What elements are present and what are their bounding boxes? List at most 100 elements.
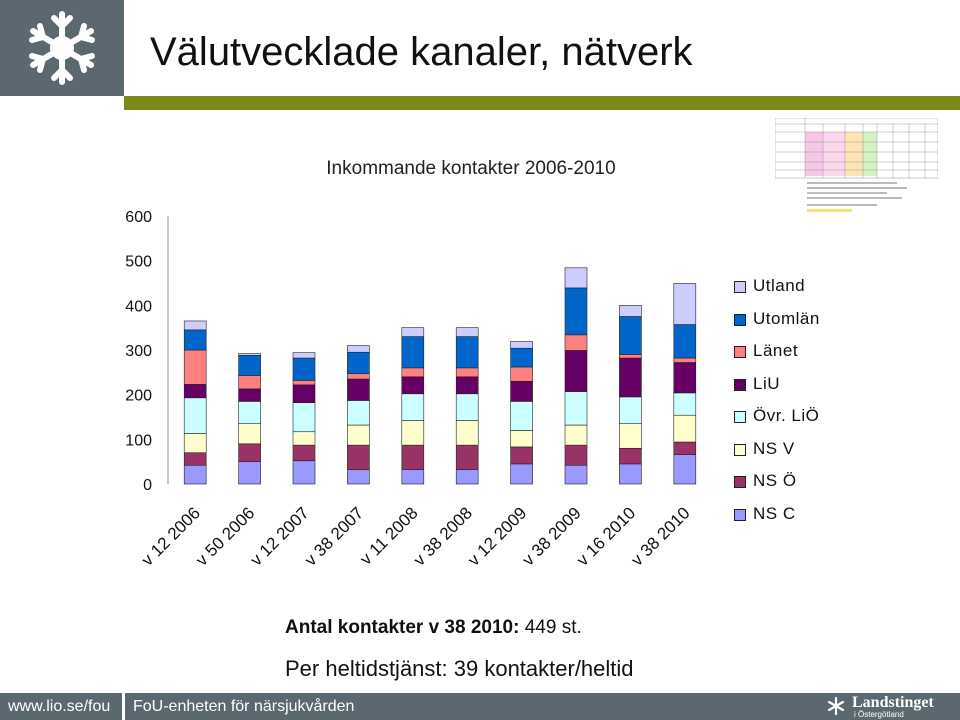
bar-segment: [564, 287, 588, 336]
bar-segment: [292, 402, 316, 433]
bar-segment: [619, 316, 642, 355]
legend-swatch: [734, 508, 746, 521]
bar-segment: [510, 347, 533, 368]
bar-segment: [673, 283, 697, 325]
footer-url-link[interactable]: www.lio.se/fou: [8, 698, 111, 715]
bar-segment: [292, 357, 316, 381]
y-tick-label: 100: [125, 432, 152, 449]
legend-swatch: [734, 411, 746, 423]
legend-label: LiU: [753, 373, 781, 393]
bar-segment: [510, 366, 533, 382]
bar-segment: [292, 352, 316, 359]
bar-segment: [347, 424, 370, 446]
x-tick-label: v 12 2007: [247, 503, 313, 569]
x-tick-label: v 38 2008: [410, 503, 476, 569]
legend-swatch: [734, 443, 746, 456]
legend-label: Utomlän: [753, 308, 820, 328]
bar-segment: [510, 430, 533, 448]
legend-swatch: [734, 313, 746, 326]
legend-swatch: [734, 378, 746, 391]
bar-segment: [292, 384, 316, 404]
bar-segment: [455, 469, 479, 485]
bar-segment: [238, 423, 261, 445]
bar-segment: [238, 375, 261, 390]
bar-segment: [183, 320, 207, 331]
y-tick-label: 600: [125, 209, 152, 226]
bar-segment: [455, 444, 479, 471]
legend-swatch: [734, 281, 746, 293]
per-fte-note: Per heltidstjänst: 39 kontakter/heltid: [285, 656, 634, 681]
legend-item: Utomlän: [734, 309, 844, 342]
snowflake-icon: [29, 11, 95, 85]
legend-item: LiU: [734, 374, 844, 407]
stacked-bar-chart: Inkommande kontakter 2006-2010 0 100 200 30…: [125, 158, 697, 570]
legend-item: Övr. LiÖ: [734, 406, 844, 439]
total-contacts-value: 449 st.: [524, 617, 582, 638]
bar-segment: [183, 384, 207, 399]
bar-segment: [673, 392, 697, 416]
bar-segment: [455, 393, 479, 421]
bar-segment: [510, 341, 533, 349]
legend-label: NS V: [753, 438, 795, 458]
bar-segment: [238, 388, 261, 402]
bar-segment: [401, 444, 425, 471]
legend-label: NS C: [753, 503, 796, 523]
y-tick-label: 300: [125, 343, 152, 360]
x-tick-label: v 38 2009: [519, 503, 585, 569]
total-contacts-label: Antal kontakter v 38 2010:: [285, 617, 520, 638]
bar-segment: [183, 329, 207, 351]
chart-title: Inkommande kontakter 2006-2010: [326, 158, 615, 179]
bar-segment: [238, 353, 261, 356]
bar-segment: [401, 367, 425, 378]
footer-unit-name: FoU-enheten för närsjukvården: [133, 698, 355, 715]
bar-segment: [619, 423, 642, 449]
bar-segment: [238, 443, 261, 462]
bar-segment: [401, 376, 425, 395]
bar-segment: [183, 349, 207, 385]
legend-label: Övr. LiÖ: [753, 406, 820, 425]
legend-item: Länet: [734, 341, 844, 374]
bar-segment: [455, 327, 479, 337]
chart-legend: Utland Utomlän Länet LiU Övr. LiÖ NS V NS Ö NS …: [734, 276, 844, 536]
footer-org-subtitle: i Östergötland: [854, 710, 904, 719]
bar-segment: [564, 391, 588, 426]
bar-segment: [347, 378, 370, 401]
bar-segment: [347, 351, 370, 374]
x-tick-label: v 38 2007: [301, 503, 367, 569]
bar-segment: [455, 376, 479, 395]
bar-segment: [292, 444, 316, 462]
legend-swatch: [734, 346, 746, 358]
bar-segment: [183, 452, 207, 466]
bar-segment: [401, 420, 425, 446]
bar-segment: [292, 431, 316, 446]
y-tick-label: 500: [125, 254, 152, 271]
bar-segment: [455, 336, 479, 369]
legend-label: NS Ö: [753, 471, 797, 490]
bar-segment: [673, 454, 697, 485]
bar-segment: [619, 305, 642, 317]
legend-swatch: [734, 476, 746, 488]
bar-segment: [510, 463, 533, 485]
bar-segment: [238, 355, 261, 376]
y-tick-label: 0: [143, 477, 152, 494]
x-tick-label: v 50 2006: [192, 503, 258, 569]
bar-segment: [510, 446, 533, 465]
total-contacts-note: Antal kontakter v 38 2010: 449 st.: [285, 617, 582, 639]
bar-segment: [183, 397, 207, 434]
bar-segment: [673, 357, 697, 363]
bar-segment: [619, 354, 642, 359]
bar-segment: [183, 464, 207, 485]
x-tick-label: v 12 2006: [138, 503, 204, 569]
form-thumbnail: [774, 117, 939, 218]
bar-segment: [619, 396, 642, 424]
bar-segment: [347, 444, 370, 471]
bar-segment: [238, 461, 261, 485]
title-divider: [124, 96, 960, 110]
legend-label: Utland: [753, 276, 806, 295]
x-tick-label: v 38 2010: [627, 503, 693, 569]
bar-segment: [347, 345, 370, 353]
x-tick-label: v 16 2010: [573, 503, 639, 569]
x-tick-label: v 12 2009: [464, 503, 530, 569]
bar-segment: [564, 334, 588, 351]
bar-segment: [183, 433, 207, 454]
